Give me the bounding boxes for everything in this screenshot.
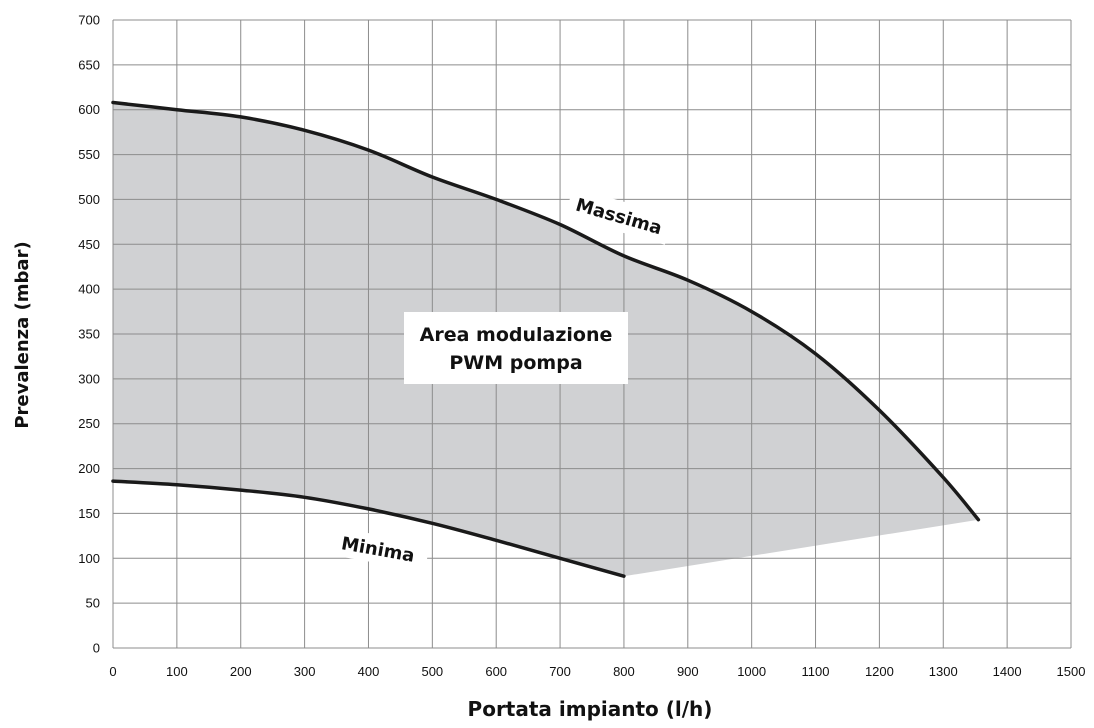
x-tick-label: 700 xyxy=(549,664,571,679)
x-tick-label: 1400 xyxy=(993,664,1022,679)
y-tick-label: 650 xyxy=(78,57,100,72)
x-tick-label: 800 xyxy=(613,664,635,679)
y-tick-label: 400 xyxy=(78,282,100,297)
grid-layer xyxy=(112,19,1072,649)
x-tick-label: 600 xyxy=(485,664,507,679)
y-tick-label: 300 xyxy=(78,371,100,386)
y-tick-label: 600 xyxy=(78,102,100,117)
x-tick-label: 1300 xyxy=(929,664,958,679)
curve-minima xyxy=(111,479,626,578)
x-tick-label: 1000 xyxy=(737,664,766,679)
x-tick-label: 100 xyxy=(166,664,188,679)
area-label-bg xyxy=(404,312,628,384)
y-tick-label: 450 xyxy=(78,237,100,252)
x-tick-label: 1100 xyxy=(802,664,830,679)
x-tick-label: 500 xyxy=(421,664,443,679)
y-tick-label: 200 xyxy=(78,461,100,476)
y-tick-label: 0 xyxy=(93,641,100,656)
y-tick-label: 550 xyxy=(78,147,100,162)
y-tick-label: 100 xyxy=(78,551,100,566)
y-tick-label: 150 xyxy=(78,506,100,521)
label-minima: Minima xyxy=(326,526,430,572)
x-tick-label: 200 xyxy=(230,664,252,679)
y-tick-label: 50 xyxy=(86,596,100,611)
x-tick-label: 400 xyxy=(358,664,380,679)
label-massima-bg xyxy=(564,187,674,245)
x-tick-label: 300 xyxy=(294,664,316,679)
tick-label-layer: 0 100 200 300 400 500 600 700 800 900 1000 1100 1200… xyxy=(78,13,1085,680)
area-label-line1: Area modulazione xyxy=(420,324,613,346)
curve-layer xyxy=(111,100,981,578)
area-label-line2: PWM pompa xyxy=(449,352,582,374)
y-tick-label: 350 xyxy=(78,327,100,342)
x-tick-label: 1200 xyxy=(865,664,894,679)
curve-massima xyxy=(111,100,981,522)
y-tick-label: 700 xyxy=(78,13,100,28)
area-label: Area modulazione PWM pompa xyxy=(404,312,628,384)
x-tick-label: 900 xyxy=(677,664,699,679)
y-axis-title: Prevalenza (mbar) xyxy=(12,241,33,428)
label-minima-bg xyxy=(326,526,430,572)
y-tick-label: 250 xyxy=(78,416,100,431)
y-tick-label: 500 xyxy=(78,192,100,207)
x-tick-label: 1500 xyxy=(1057,664,1086,679)
x-tick-label: 0 xyxy=(109,664,116,679)
x-axis-title: Portata impianto (l/h) xyxy=(468,697,713,721)
